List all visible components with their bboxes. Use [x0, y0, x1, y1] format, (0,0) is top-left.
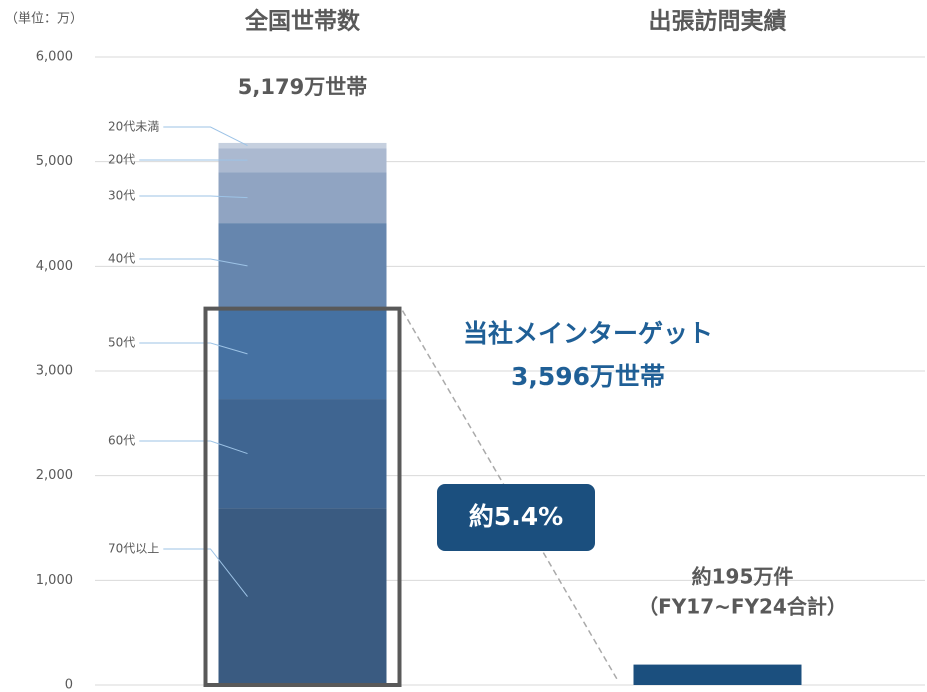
leader-line	[139, 342, 248, 355]
bar-segment	[218, 399, 387, 509]
bar-segment	[633, 664, 802, 685]
y-tick-label: 2,000	[36, 468, 73, 483]
legend-label: 70代以上	[108, 542, 159, 556]
leader-line	[163, 126, 248, 146]
bar-segment	[218, 308, 387, 400]
bar-segment	[218, 223, 387, 309]
value-label: 約195万件	[692, 565, 794, 589]
ratio-badge	[437, 484, 595, 551]
ratio-label: 約5.4%	[469, 502, 563, 531]
leader-line	[139, 440, 248, 455]
y-tick-label: 4,000	[36, 259, 73, 274]
leader-line	[139, 258, 248, 267]
leader-line	[139, 195, 248, 199]
y-tick-label: 6,000	[36, 50, 73, 65]
bar-segment	[218, 508, 387, 685]
legend-label: 60代	[108, 434, 135, 448]
y-tick-label: 0	[65, 678, 73, 692]
bar-segment	[218, 142, 387, 149]
y-tick-label: 3,000	[36, 364, 73, 379]
category-title: 全国世帯数	[244, 8, 361, 35]
target-label: 当社メインターゲット	[463, 319, 713, 348]
unit-label: （単位：万）	[5, 11, 83, 27]
y-tick-label: 5,000	[36, 154, 73, 169]
legend-label: 50代	[108, 336, 135, 350]
bar-segment	[218, 148, 387, 173]
target-box	[203, 306, 402, 687]
legend-label: 20代	[108, 153, 135, 167]
leader-line	[163, 548, 248, 597]
legend-label: 40代	[108, 252, 135, 266]
category-title: 出張訪問実績	[649, 8, 787, 35]
legend-label: 20代未満	[108, 120, 159, 134]
target-value-label: 3,596万世帯	[511, 362, 665, 391]
total-label: 5,179万世帯	[238, 75, 367, 99]
legend-label: 30代	[108, 189, 135, 203]
value-note: （FY17~FY24合計）	[638, 595, 847, 619]
y-tick-label: 1,000	[36, 573, 73, 588]
